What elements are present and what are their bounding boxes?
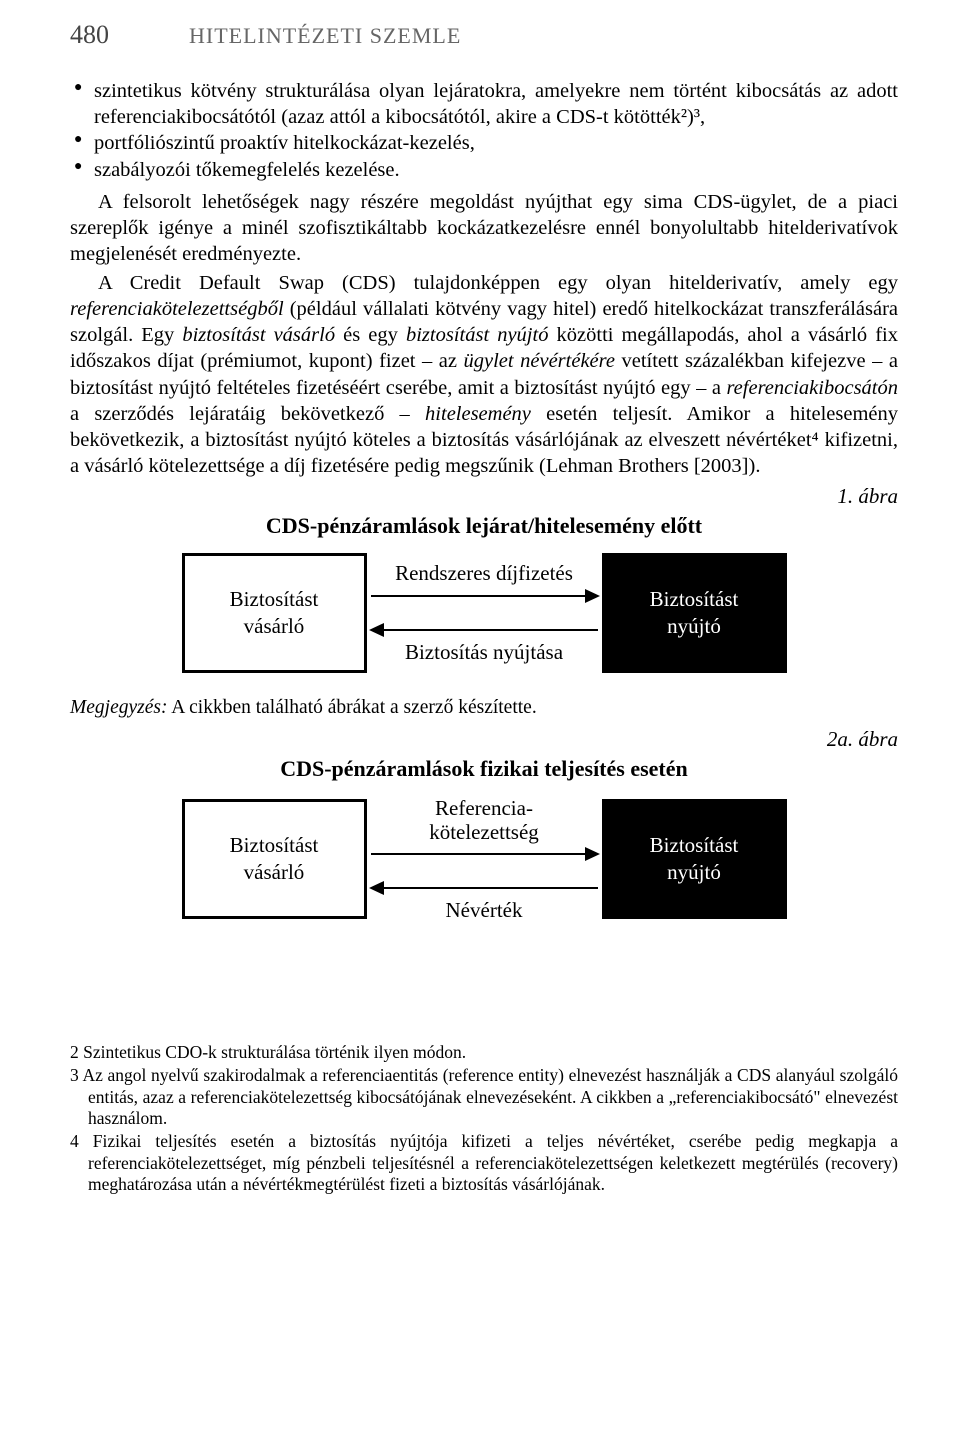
figure-label: 2a. ábra [827,727,898,752]
buyer-box: Biztosítástvásárló [182,553,367,673]
note-body: A cikkben található ábrákat a szerző kés… [167,697,536,718]
footnote: 2 Szintetikus CDO-k strukturálása történ… [70,1042,898,1063]
right-arrow-icon [367,844,602,864]
paragraph-text: A felsorolt lehetőségek nagy részére meg… [70,191,898,265]
body-paragraph: A felsorolt lehetőségek nagy részére meg… [70,189,898,268]
italic-term: biztosítást vásárló [182,324,335,346]
italic-term: referenciakibocsátón [726,377,898,399]
arrows-column: Referencia-kötelezettség Névérték [367,796,602,922]
text-run: a szerződés lejáratáig bekövetkező – [70,403,425,425]
top-arrow-group: Rendszeres díjfizetés [367,561,602,605]
page-header: 480 HITELINTÉZETI SZEMLE [70,20,898,50]
note-prefix: Megjegyzés: [70,697,167,718]
diagram-1: Biztosítástvásárló Rendszeres díjfizetés… [70,553,898,673]
italic-term: ügylet névértékére [464,350,615,372]
italic-term: hitelesemény [425,403,531,425]
top-arrow-label: Referencia-kötelezettség [429,796,539,844]
figure-label-row: 2a. ábra [70,727,898,752]
text-run: és egy [335,324,406,346]
italic-term: referenciakötelezettségből [70,298,284,320]
figure-title: CDS-pénzáramlások fizikai teljesítés ese… [70,756,898,782]
top-arrow-label: Rendszeres díjfizetés [395,561,573,585]
top-arrow-group: Referencia-kötelezettség [367,796,602,864]
footnote: 3 Az angol nyelvű szakirodalmak a refere… [70,1065,898,1129]
bullet-list: szintetikus kötvény strukturálása olyan … [70,78,898,183]
buyer-box: Biztosítástvásárló [182,799,367,919]
italic-term: biztosítást nyújtó [406,324,548,346]
text-run: A Credit Default Swap (CDS) tulajdonképp… [98,272,898,294]
seller-box: Biztosítástnyújtó [602,553,787,673]
left-arrow-icon [367,878,602,898]
page-number: 480 [70,20,109,50]
bottom-arrow-group: Névérték [367,878,602,922]
arrows-column: Rendszeres díjfizetés Biztosítás nyújtás… [367,561,602,663]
footnotes: 2 Szintetikus CDO-k strukturálása történ… [70,1042,898,1195]
figure-title: CDS-pénzáramlások lejárat/hitelesemény e… [70,513,898,539]
diagram-2: Biztosítástvásárló Referencia-kötelezett… [70,796,898,922]
bullet-item: szintetikus kötvény strukturálása olyan … [70,78,898,130]
seller-box: Biztosítástnyújtó [602,799,787,919]
figure-note: Megjegyzés: A cikkben található ábrákat … [70,697,898,719]
bottom-arrow-group: Biztosítás nyújtása [367,620,602,664]
figure-label: 1. ábra [837,484,898,509]
left-arrow-icon [367,620,602,640]
bottom-arrow-label: Biztosítás nyújtása [405,640,563,664]
bullet-item: szabályozói tőkemegfelelés kezelése. [70,157,898,183]
journal-title: HITELINTÉZETI SZEMLE [189,23,461,49]
footnote: 4 Fizikai teljesítés esetén a biztosítás… [70,1131,898,1195]
bottom-arrow-label: Névérték [446,898,523,922]
right-arrow-icon [367,586,602,606]
body-paragraph: A Credit Default Swap (CDS) tulajdonképp… [70,270,898,480]
figure-label-row: 1. ábra [70,484,898,509]
bullet-item: portfóliószintű proaktív hitelkockázat-k… [70,130,898,156]
